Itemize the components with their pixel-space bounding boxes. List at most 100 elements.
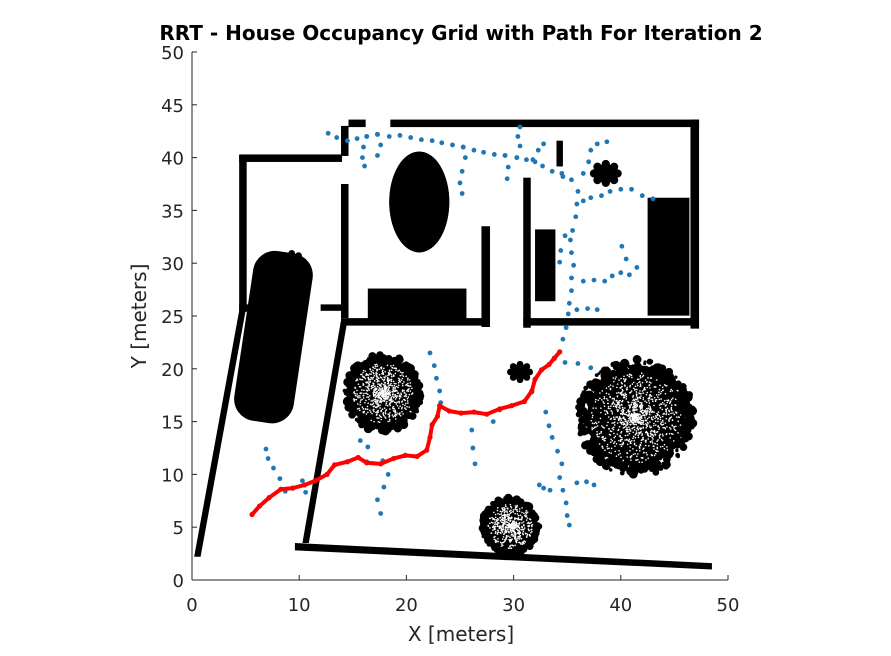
bush-gap <box>401 377 404 380</box>
bush-gap <box>366 393 369 396</box>
bush-leaf <box>612 450 620 458</box>
bush-gap <box>376 378 378 380</box>
bush-gap <box>377 411 379 414</box>
bush-gap <box>400 393 403 396</box>
bush-gap <box>373 390 375 393</box>
bush-gap <box>616 410 619 413</box>
bush-gap <box>388 378 390 380</box>
bush-gap <box>642 396 645 399</box>
bush-gap <box>398 369 401 372</box>
bush-gap <box>501 515 503 517</box>
tree-node <box>565 311 571 317</box>
bush-gap <box>667 399 670 402</box>
bush-leaf <box>346 376 350 380</box>
bush-gap <box>626 421 629 424</box>
bush-gap <box>375 414 378 416</box>
bush-gap <box>651 442 654 444</box>
bush-gap <box>392 410 395 412</box>
bush-gap <box>376 370 378 372</box>
bush-gap <box>378 373 381 376</box>
bush-gap <box>391 366 394 369</box>
bush-gap <box>500 532 502 535</box>
bush-gap <box>633 411 636 414</box>
bush-gap <box>512 533 514 535</box>
bush-gap <box>662 435 664 437</box>
bush-gap <box>606 445 608 448</box>
tree-node <box>263 446 269 452</box>
bush-gap <box>641 390 644 392</box>
bush-gap <box>620 381 623 384</box>
tree-node <box>517 143 523 149</box>
tree-node <box>586 159 592 165</box>
tree-node <box>419 137 424 143</box>
bush-leaf <box>582 395 592 404</box>
bush-gap <box>362 371 364 374</box>
bush-gap <box>632 417 635 419</box>
bush-gap <box>618 406 620 409</box>
bush-gap <box>645 401 648 404</box>
plant-leaf <box>509 363 517 370</box>
bush-gap <box>610 452 613 454</box>
bush-gap <box>648 395 651 397</box>
bush-gap <box>388 392 390 394</box>
bush-leaf <box>673 381 683 391</box>
bush-gap <box>397 386 399 389</box>
bush-gap <box>668 432 671 435</box>
bush-gap <box>596 430 598 433</box>
tree-node <box>543 409 549 415</box>
bush-gap <box>657 439 659 441</box>
bush-gap <box>632 396 634 398</box>
bush-gap <box>606 443 609 446</box>
tree-node <box>562 360 568 365</box>
bush-gap <box>377 389 380 391</box>
rrt-path <box>249 349 563 518</box>
bush-obstacle <box>478 493 543 559</box>
bush-gap <box>489 527 491 529</box>
bush-gap <box>672 412 674 414</box>
bush-gap <box>494 530 497 533</box>
bush-gap <box>635 403 637 406</box>
bush-gap <box>391 414 394 416</box>
bush-gap <box>642 421 645 423</box>
bush-gap <box>512 510 514 513</box>
tree-node <box>573 214 579 220</box>
bush-gap <box>658 434 661 437</box>
bush-gap <box>608 433 611 436</box>
bush-gap <box>608 393 610 396</box>
bush-gap <box>358 407 360 410</box>
tree-node <box>619 243 625 249</box>
bush-gap <box>505 529 508 532</box>
bush-gap <box>497 512 499 515</box>
bush-gap <box>383 414 385 417</box>
bush-gap <box>401 372 403 374</box>
bush-gap <box>593 426 596 429</box>
tree-node <box>459 168 465 174</box>
bush-gap <box>625 393 628 396</box>
bush-gap <box>368 395 371 397</box>
bush-leaf <box>485 531 491 537</box>
tree-node <box>462 155 468 161</box>
bush-gap <box>598 443 601 445</box>
bush-gap <box>508 527 510 529</box>
bush-leaf <box>613 371 622 380</box>
bush-gap <box>649 407 652 410</box>
tree-node <box>629 186 634 192</box>
bush-gap <box>506 524 509 527</box>
bush-gap <box>650 416 653 419</box>
bush-gap <box>618 450 620 452</box>
bush-gap <box>638 396 641 399</box>
bush-leaf <box>594 452 602 459</box>
bush-gap <box>399 415 402 417</box>
bush-leaf <box>370 415 374 419</box>
wall <box>690 119 700 329</box>
x-tick-label: 20 <box>395 595 418 616</box>
bush-leaf <box>369 420 374 425</box>
bush-gap <box>400 392 402 394</box>
bush-gap <box>615 376 617 378</box>
bush-gap <box>370 419 373 422</box>
bush-gap <box>388 414 391 417</box>
bush-gap <box>519 542 522 544</box>
bush-leaf <box>679 411 687 419</box>
bush-gap <box>628 375 630 378</box>
bush-gap <box>636 458 639 461</box>
